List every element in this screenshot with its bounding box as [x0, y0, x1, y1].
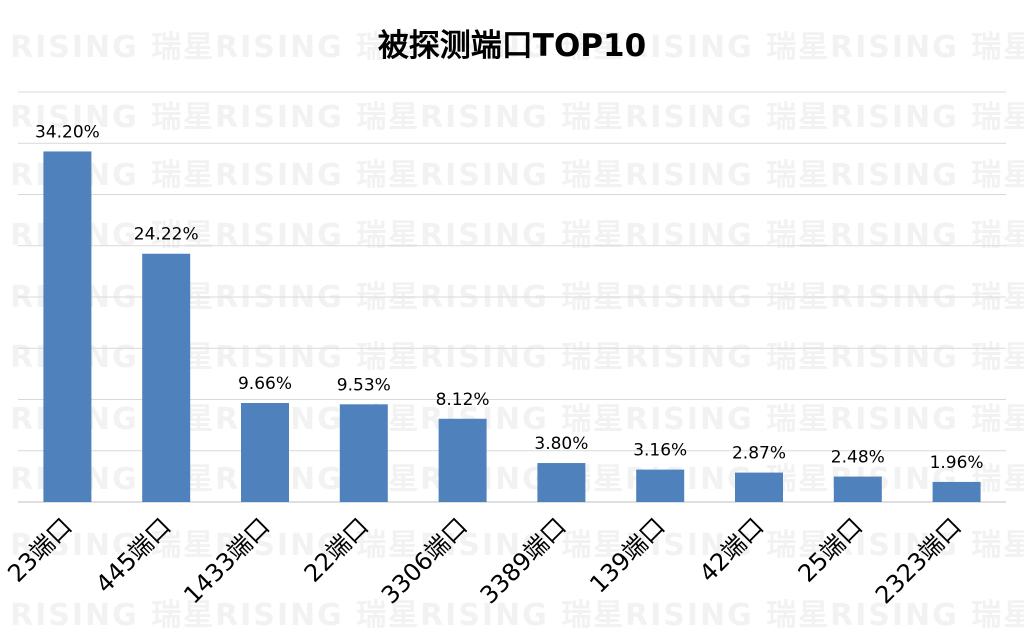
bar: [537, 463, 586, 502]
data-label: 3.80%: [534, 434, 588, 454]
brand-watermark: RISING 瑞星: [10, 30, 216, 65]
x-tick-label: 445端口: [90, 512, 176, 598]
bar: [339, 404, 388, 502]
brand-watermark: RISING 瑞星: [830, 158, 1024, 193]
data-label: 9.53%: [337, 375, 391, 395]
bar: [142, 253, 191, 502]
brand-watermark: RISING 瑞星: [625, 30, 831, 65]
brand-watermark: RISING 瑞星: [215, 598, 421, 633]
data-label: 2.87%: [732, 444, 786, 464]
bar: [43, 151, 92, 502]
x-tick-label: 139端口: [584, 512, 670, 598]
brand-watermark: RISING 瑞星: [420, 218, 626, 253]
x-tick-label: 22端口: [299, 512, 374, 587]
brand-watermark: RISING 瑞星: [830, 528, 1024, 563]
x-tick-label: 42端口: [694, 512, 769, 587]
brand-watermark: RISING 瑞星: [420, 598, 626, 633]
x-tick-label: 25端口: [793, 512, 868, 587]
bar: [636, 469, 685, 502]
data-label: 1.96%: [930, 453, 984, 473]
brand-watermark: RISING 瑞星: [215, 218, 421, 253]
x-tick-label: 3389端口: [475, 512, 572, 609]
data-label: 3.16%: [633, 441, 687, 461]
x-tick-label: 23端口: [2, 512, 77, 587]
brand-watermark: RISING 瑞星: [215, 158, 421, 193]
brand-watermark: RISING 瑞星: [420, 100, 626, 135]
brand-watermark: RISING 瑞星: [830, 100, 1024, 135]
brand-watermark: RISING 瑞星: [215, 340, 421, 375]
x-tick-label: 1433端口: [178, 512, 275, 609]
data-label: 34.20%: [35, 122, 100, 142]
brand-watermark: RISING 瑞星: [625, 158, 831, 193]
x-tick-label: 2323端口: [870, 512, 967, 609]
brand-watermark: RISING 瑞星: [830, 218, 1024, 253]
bar: [833, 476, 882, 502]
brand-watermark: RISING 瑞星: [625, 100, 831, 135]
brand-watermark: RISING 瑞星: [625, 598, 831, 633]
data-label: 9.66%: [238, 374, 292, 394]
brand-watermark: RISING 瑞星: [420, 30, 626, 65]
bar: [241, 402, 289, 502]
brand-watermark: RISING 瑞星: [830, 402, 1024, 437]
brand-watermark: RISING 瑞星: [625, 340, 831, 375]
brand-watermark: RISING 瑞星: [420, 340, 626, 375]
bar: [735, 472, 783, 502]
x-tick-label: 3306端口: [376, 512, 473, 609]
data-label: 8.12%: [436, 390, 490, 410]
brand-watermark: RISING 瑞星: [830, 30, 1024, 65]
bar: [932, 481, 981, 502]
brand-watermark: RISING 瑞星: [10, 100, 216, 135]
brand-watermark: RISING 瑞星: [830, 340, 1024, 375]
brand-watermark: RISING 瑞星: [830, 598, 1024, 633]
data-label: 24.22%: [134, 225, 199, 245]
brand-watermark: RISING 瑞星: [625, 218, 831, 253]
brand-watermark: RISING 瑞星: [625, 402, 831, 437]
chart-title: 被探测端口TOP10: [377, 28, 647, 64]
brand-watermark: RISING 瑞星: [215, 528, 421, 563]
brand-watermark: RISING 瑞星: [625, 528, 831, 563]
bar: [438, 418, 487, 502]
brand-watermark: RISING 瑞星: [420, 158, 626, 193]
brand-watermark: RISING 瑞星: [420, 528, 626, 563]
data-label: 2.48%: [831, 448, 885, 468]
brand-watermark: RISING 瑞星: [215, 30, 421, 65]
brand-watermark: RISING 瑞星: [215, 100, 421, 135]
brand-watermark: RISING 瑞星: [10, 598, 216, 633]
brand-watermark: RISING 瑞星: [10, 528, 216, 563]
